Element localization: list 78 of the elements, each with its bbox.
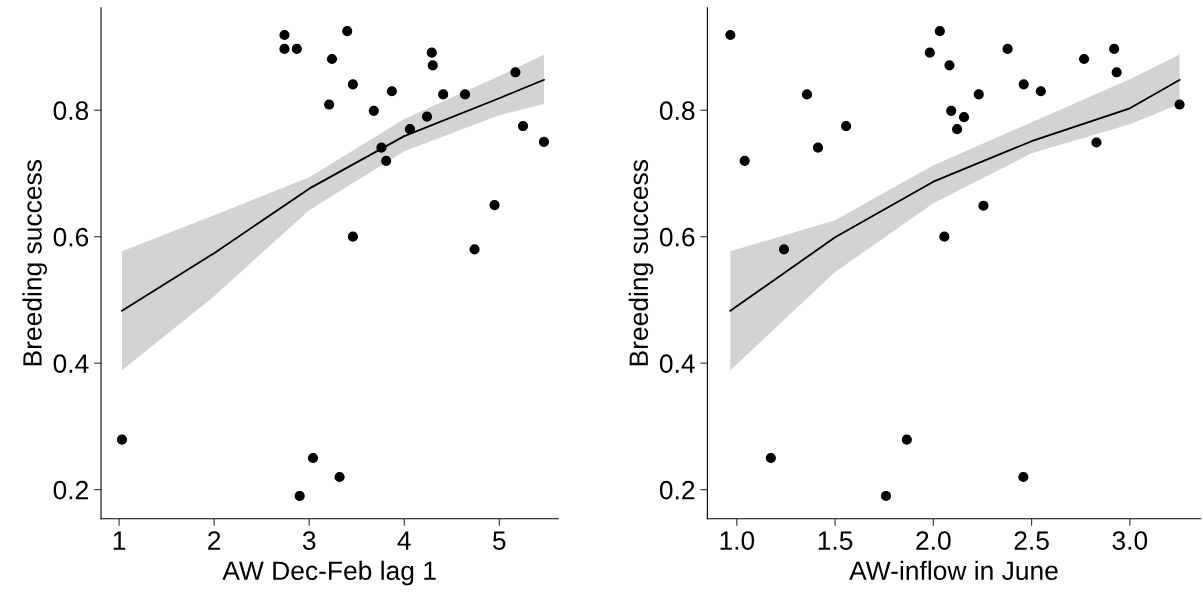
point	[880, 490, 892, 502]
point	[1035, 86, 1046, 97]
point	[489, 199, 500, 211]
x-tick-label: 2.0	[916, 531, 951, 550]
point	[294, 490, 305, 502]
point	[116, 434, 128, 445]
line-series	[121, 78, 545, 312]
x-tick-label: 5	[492, 531, 506, 550]
point	[517, 120, 529, 132]
point	[510, 67, 521, 78]
point	[778, 244, 790, 255]
point	[324, 99, 335, 110]
point	[381, 155, 392, 166]
point	[901, 434, 912, 445]
x-tick-label: 2.5	[1014, 531, 1049, 550]
y-tick-label: 0.6	[659, 227, 695, 247]
point	[1091, 137, 1102, 148]
point	[386, 86, 397, 97]
point	[1018, 79, 1029, 90]
point	[841, 120, 852, 132]
point	[765, 452, 776, 464]
point	[307, 452, 319, 464]
x-axis-title: AW-inflow in June	[849, 560, 1058, 581]
line-series	[729, 78, 1181, 312]
point	[279, 29, 290, 41]
point	[459, 89, 471, 100]
point	[801, 89, 813, 100]
point	[973, 89, 984, 100]
point	[1018, 471, 1029, 483]
point	[812, 142, 824, 153]
x-tick-label: 2	[208, 531, 221, 550]
x-tick-label: 3	[302, 531, 316, 550]
point	[978, 200, 989, 211]
point	[438, 89, 449, 100]
x-axis-title: AW Dec-Feb lag 1	[222, 560, 436, 586]
point	[725, 29, 736, 41]
point	[924, 47, 935, 58]
x-tick-label: 1	[113, 531, 126, 550]
point	[279, 43, 290, 54]
point	[347, 231, 358, 242]
point	[469, 244, 480, 255]
y-tick-label: 0.4	[659, 354, 695, 373]
y-tick-label: 0.4	[53, 354, 89, 373]
point	[739, 155, 750, 166]
point	[404, 124, 416, 135]
y-tick-label: 0.8	[53, 101, 89, 121]
y-axis-title: Breeding success	[628, 160, 654, 366]
point	[326, 53, 338, 65]
point	[946, 105, 957, 116]
x-tick-label: 3.0	[1112, 531, 1148, 550]
point	[1109, 43, 1120, 54]
point	[347, 79, 358, 90]
point	[342, 26, 353, 37]
point	[421, 111, 433, 122]
point	[1174, 99, 1185, 110]
x-tick-label: 4	[397, 531, 411, 550]
point	[958, 112, 970, 123]
x-tick-label: 1.5	[818, 531, 853, 550]
point	[1002, 43, 1013, 54]
y-tick-label: 0.2	[659, 480, 695, 500]
point	[939, 231, 950, 242]
point	[334, 471, 345, 483]
x-tick-label: 1.0	[720, 531, 755, 550]
y-axis-title: Breeding success	[22, 160, 48, 366]
point	[1078, 53, 1090, 65]
point	[538, 136, 550, 147]
point	[934, 26, 945, 37]
point	[426, 47, 437, 58]
point	[291, 43, 302, 54]
point	[368, 105, 379, 116]
point	[376, 142, 387, 153]
y-tick-label: 0.2	[53, 480, 88, 500]
y-tick-label: 0.8	[659, 101, 695, 121]
point	[944, 60, 955, 71]
point	[427, 60, 438, 71]
point	[1111, 67, 1122, 78]
point	[952, 124, 963, 135]
y-tick-label: 0.6	[53, 227, 89, 247]
